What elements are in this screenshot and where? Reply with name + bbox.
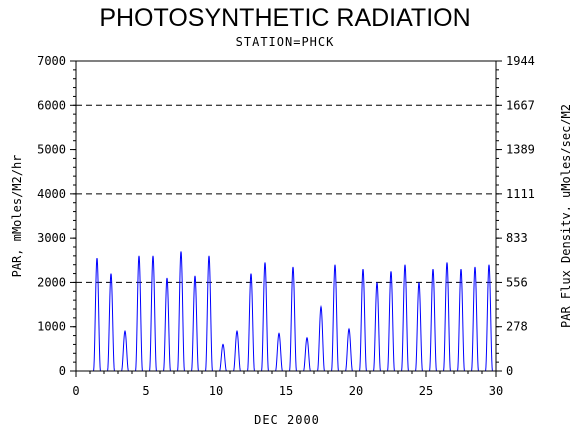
y-tick-label: 2000 bbox=[37, 275, 66, 289]
y2-tick-label: 1389 bbox=[506, 143, 535, 157]
x-axis-label: DEC 2000 bbox=[254, 413, 320, 427]
y2-tick-label: 833 bbox=[506, 231, 528, 245]
x-tick-label: 20 bbox=[349, 384, 363, 398]
y2-tick-label: 1667 bbox=[506, 98, 535, 112]
y2-tick-label: 278 bbox=[506, 320, 528, 334]
y-tick-label: 6000 bbox=[37, 98, 66, 112]
y2-tick-label: 556 bbox=[506, 275, 528, 289]
y-axis-label: PAR, mMoles/M2/hr bbox=[10, 155, 24, 278]
x-tick-label: 5 bbox=[142, 384, 149, 398]
y-tick-label: 7000 bbox=[37, 54, 66, 68]
y2-tick-label: 1944 bbox=[506, 54, 535, 68]
chart-subtitle: STATION=PHCK bbox=[235, 35, 335, 49]
y2-tick-label: 0 bbox=[506, 364, 513, 378]
y2-tick-label: 1111 bbox=[506, 187, 535, 201]
y-tick-label: 0 bbox=[59, 364, 66, 378]
y-axis-right: 0 278 556 833 1111 1389 1667 1944 bbox=[496, 54, 535, 378]
x-tick-label: 15 bbox=[279, 384, 293, 398]
plot-frame bbox=[75, 60, 497, 372]
x-tick-label: 0 bbox=[72, 384, 79, 398]
par-series bbox=[90, 251, 496, 372]
x-axis: 0 5 10 15 20 25 30 bbox=[72, 371, 503, 398]
par-series-line bbox=[90, 251, 496, 372]
y-tick-label: 4000 bbox=[37, 187, 66, 201]
y-tick-label: 1000 bbox=[37, 320, 66, 334]
y-tick-label: 5000 bbox=[37, 143, 66, 157]
chart-title: PHOTOSYNTHETIC RADIATION bbox=[99, 4, 471, 32]
x-tick-label: 10 bbox=[209, 384, 223, 398]
y-tick-label: 3000 bbox=[37, 231, 66, 245]
y-axis-left: 0 1000 2000 3000 4000 5000 6000 7000 bbox=[37, 54, 76, 378]
gridlines bbox=[76, 104, 496, 283]
x-tick-label: 25 bbox=[419, 384, 433, 398]
y2-axis-label: PAR Flux Density, uMoles/sec/M2 bbox=[559, 104, 570, 328]
x-tick-label: 30 bbox=[489, 384, 503, 398]
